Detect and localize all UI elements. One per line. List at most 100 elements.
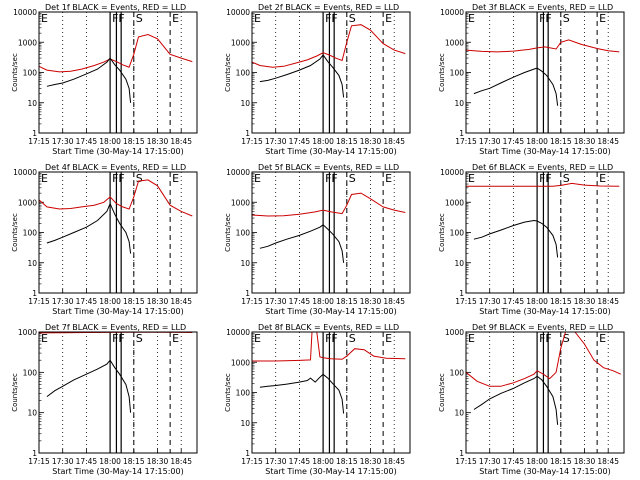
y-tick-label: 1000 (445, 328, 464, 337)
x-tick-label: 17:45 (289, 457, 311, 466)
event-marker-label: E (385, 332, 392, 345)
x-axis-label: Start Time (30-May-14 17:15:00) (265, 147, 396, 156)
x-axis-label: Start Time (30-May-14 17:15:00) (265, 467, 396, 476)
y-tick-label: 100 (450, 69, 465, 78)
x-tick-label: 17:15 (241, 297, 263, 306)
x-tick-label: 18:45 (383, 297, 405, 306)
event-marker-label: F (325, 12, 331, 25)
y-tick-label: 1 (32, 449, 37, 458)
x-tick-label: 17:15 (28, 457, 50, 466)
x-tick-label: 18:15 (123, 137, 145, 146)
event-marker-label: F (325, 172, 331, 185)
x-tick-label: 18:45 (170, 137, 192, 146)
x-tick-label: 18:00 (99, 297, 121, 306)
y-tick-label: 1000 (445, 38, 464, 47)
plot-frame (465, 171, 625, 294)
x-tick-label: 17:15 (241, 137, 263, 146)
event-marker-label: E (254, 12, 261, 25)
y-tick-label: 100 (236, 389, 251, 398)
y-axis-label: Counts/sec (11, 373, 19, 412)
x-tick-label: 18:15 (336, 137, 358, 146)
x-tick-label: 18:45 (597, 137, 619, 146)
event-marker-label: E (254, 172, 261, 185)
event-marker-label: E (468, 12, 475, 25)
y-tick-label: 1000 (18, 328, 37, 337)
chart-title: Det 5f BLACK = Events, RED = LLD (258, 163, 399, 172)
x-tick-label: 17:30 (265, 297, 287, 306)
y-tick-label: 100 (236, 229, 251, 238)
plot-frame (251, 331, 411, 454)
x-tick-label: 17:45 (503, 457, 525, 466)
x-tick-label: 17:15 (28, 137, 50, 146)
event-marker-label: E (385, 12, 392, 25)
event-marker-label: S (349, 12, 356, 25)
x-tick-label: 18:00 (312, 297, 334, 306)
x-tick-label: 17:45 (76, 297, 98, 306)
event-marker-label: E (599, 172, 606, 185)
x-tick-label: 17:30 (52, 457, 74, 466)
x-tick-label: 18:15 (336, 457, 358, 466)
x-tick-label: 17:15 (455, 137, 477, 146)
chart-title: Det 2f BLACK = Events, RED = LLD (258, 3, 399, 12)
event-marker-label: E (468, 332, 475, 345)
x-tick-label: 18:15 (550, 297, 572, 306)
plot-frame (465, 11, 625, 134)
y-tick-label: 10000 (13, 8, 37, 17)
event-marker-label: E (254, 332, 261, 345)
x-tick-label: 18:00 (312, 457, 334, 466)
event-marker-label: E (599, 12, 606, 25)
x-tick-label: 18:15 (550, 457, 572, 466)
x-tick-label: 17:30 (479, 297, 501, 306)
y-tick-label: 1 (459, 289, 464, 298)
chart-title: Det 9f BLACK = Events, RED = LLD (472, 323, 613, 332)
x-tick-label: 17:45 (76, 137, 98, 146)
y-tick-label: 10000 (440, 8, 464, 17)
lld-series-line (465, 39, 620, 53)
x-tick-label: 18:00 (312, 137, 334, 146)
y-tick-label: 1000 (445, 198, 464, 207)
x-tick-label: 17:30 (265, 137, 287, 146)
y-tick-label: 1 (459, 449, 464, 458)
x-tick-label: 17:15 (241, 457, 263, 466)
x-tick-label: 18:15 (550, 137, 572, 146)
y-tick-label: 10 (27, 259, 37, 268)
x-tick-label: 18:45 (170, 457, 192, 466)
x-tick-label: 17:45 (76, 457, 98, 466)
x-axis-label: Start Time (30-May-14 17:15:00) (479, 147, 610, 156)
x-axis-label: Start Time (30-May-14 17:15:00) (265, 307, 396, 316)
y-tick-label: 10000 (226, 8, 250, 17)
y-tick-label: 10 (240, 419, 250, 428)
lld-series-line (466, 182, 620, 187)
events-series-line (259, 373, 345, 414)
lld-series-line (252, 331, 406, 362)
x-tick-label: 18:15 (336, 297, 358, 306)
event-marker-label: E (172, 332, 179, 345)
y-tick-label: 100 (23, 69, 38, 78)
plot-frame (465, 331, 625, 454)
plot-frame (38, 11, 198, 134)
plot-frame (38, 331, 198, 454)
x-tick-label: 18:45 (383, 457, 405, 466)
x-axis-label: Start Time (30-May-14 17:15:00) (479, 467, 610, 476)
y-tick-label: 10 (454, 409, 464, 418)
x-tick-label: 17:45 (289, 137, 311, 146)
x-tick-label: 18:45 (383, 137, 405, 146)
event-marker-label: E (599, 332, 606, 345)
plot-frame (38, 171, 198, 294)
x-tick-label: 18:30 (360, 137, 382, 146)
y-tick-label: 100 (23, 229, 38, 238)
event-marker-label: S (563, 12, 570, 25)
event-marker-label: E (41, 332, 48, 345)
x-tick-label: 17:30 (479, 457, 501, 466)
y-axis-label: Counts/sec (438, 213, 446, 252)
event-marker-label: F (112, 172, 118, 185)
x-tick-label: 18:00 (99, 137, 121, 146)
x-tick-label: 18:30 (574, 137, 596, 146)
x-tick-label: 17:45 (503, 137, 525, 146)
y-tick-label: 100 (236, 69, 251, 78)
